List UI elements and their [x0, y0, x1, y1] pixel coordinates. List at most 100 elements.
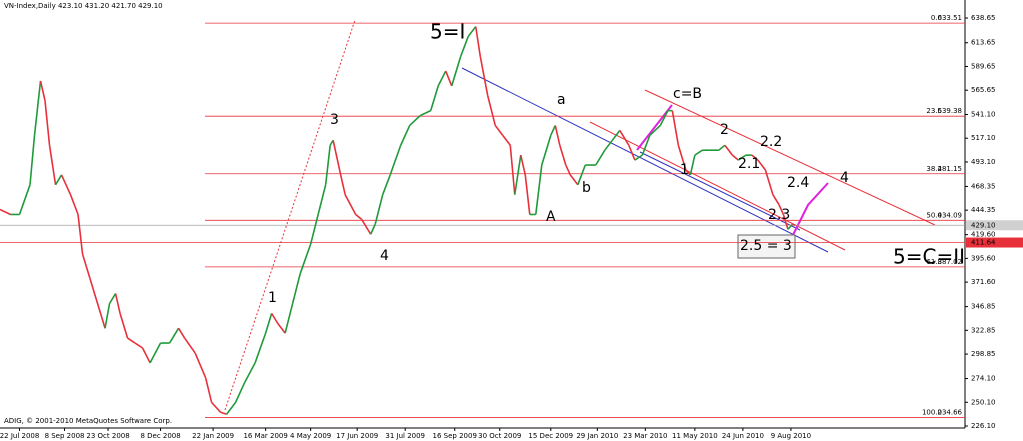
price-segment	[671, 110, 680, 146]
price-segment	[399, 125, 411, 146]
price-segment	[291, 273, 301, 304]
price-segment	[694, 149, 703, 156]
price-segment	[204, 377, 213, 403]
price-segment	[381, 174, 391, 195]
wave-label: 2.3	[768, 207, 790, 223]
price-segment	[444, 70, 453, 87]
wave-label: A	[546, 209, 556, 225]
price-segment	[541, 135, 552, 166]
price-segment	[108, 293, 117, 304]
chart-title: VN-Index,Daily 423.10 431.20 421.70 429.…	[4, 2, 163, 10]
x-tick-label: 22 Jan 2009	[192, 432, 234, 440]
price-segment	[502, 134, 511, 146]
wave-label: 1	[268, 290, 277, 306]
x-tick-label: 8 Dec 2008	[140, 432, 180, 440]
wave-label: 4	[380, 248, 389, 264]
y-tick-label: 565.65	[971, 86, 996, 94]
wave-label: 4	[840, 170, 849, 186]
y-tick-label: 444.35	[971, 206, 996, 214]
fib-level: 61.8	[926, 258, 942, 266]
y-tick-label: 250.10	[971, 398, 996, 406]
price-segment	[254, 332, 267, 364]
x-tick-label: 22 Jul 2008	[0, 432, 39, 440]
price-segment	[134, 342, 144, 349]
drawing-tools	[224, 19, 936, 411]
copyright: ADIG, © 2001-2010 MetaQuotes Software Co…	[4, 417, 172, 425]
wave-label: c=B	[673, 86, 702, 102]
y-tick-label: 322.85	[971, 326, 996, 334]
y-tick-label: 226.10	[971, 422, 996, 430]
fib-level: 23.6	[926, 107, 942, 115]
price-segment	[751, 154, 759, 161]
price-tag	[966, 237, 1023, 248]
x-tick-label: 31 Jul 2009	[385, 432, 425, 440]
price-segment	[225, 401, 237, 415]
price-segment	[519, 154, 527, 176]
price-segment	[69, 194, 79, 215]
price-segment	[149, 342, 162, 364]
fib-level: 38.2	[926, 165, 942, 173]
price-segment	[81, 253, 91, 279]
wave-label: 5=C=II	[893, 245, 965, 269]
price-segment	[450, 55, 462, 87]
price-segment	[374, 194, 384, 225]
x-tick-label: 17 Jun 2009	[336, 432, 378, 440]
x-tick-label: 15 Dec 2009	[528, 432, 573, 440]
price-segment	[565, 164, 572, 176]
price-segment	[509, 145, 516, 195]
channel-line	[639, 151, 801, 231]
price-segment	[119, 313, 129, 339]
price-segment	[183, 337, 196, 354]
fib-price: 434.09	[938, 211, 963, 219]
fib-price: 234.66	[938, 409, 963, 417]
price-segment	[554, 125, 561, 146]
price-segment	[513, 155, 522, 195]
price-segment	[60, 174, 72, 196]
price-segment	[243, 362, 256, 383]
price-tag	[966, 220, 1023, 231]
price-segment	[339, 174, 346, 195]
price-segment	[649, 124, 661, 136]
x-tick-label: 16 Mar 2009	[243, 432, 287, 440]
x-tick-label: 8 Sep 2008	[45, 432, 85, 440]
y-tick-label: 298.85	[971, 350, 996, 358]
fib-level: 50.0	[926, 211, 942, 219]
y-tick-label: 395.60	[971, 254, 996, 262]
price-segment	[677, 145, 687, 171]
price-segment	[309, 214, 319, 245]
y-tick-label: 613.65	[971, 39, 996, 47]
price-segment	[48, 145, 57, 185]
y-tick-label: 371.60	[971, 278, 996, 286]
price-segment	[355, 213, 363, 221]
price-segment	[177, 327, 186, 339]
wave-label: 2.4	[787, 175, 809, 191]
y-tick-label: 638.65	[971, 14, 996, 22]
fib-level: 0.0	[931, 14, 942, 22]
y-tick-label: 274.10	[971, 375, 996, 383]
wave-label: 5=I	[430, 20, 465, 44]
price-segment	[409, 114, 421, 127]
channel-line	[644, 89, 936, 226]
price-segment	[604, 139, 613, 151]
price-segment	[168, 327, 180, 344]
wave-label: 2.1	[738, 156, 760, 172]
price-segment	[724, 144, 734, 156]
price-segment	[264, 313, 273, 334]
price-segment	[369, 224, 376, 235]
price-segment	[634, 154, 643, 161]
price-segment	[524, 174, 531, 215]
price-segment	[595, 149, 606, 166]
x-tick-label: 30 Oct 2009	[478, 432, 521, 440]
price-segment	[44, 100, 51, 146]
price-segment	[89, 278, 102, 314]
wave-label: 2.2	[760, 134, 782, 150]
price-segment	[299, 243, 312, 275]
x-tick-label: 4 May 2009	[290, 432, 331, 440]
wave-label: 3	[330, 112, 339, 128]
channel-line	[589, 121, 846, 251]
x-tick-label: 23 Oct 2008	[86, 432, 129, 440]
price-segment	[611, 129, 621, 141]
price-segment	[569, 174, 579, 186]
price-segment	[270, 312, 279, 324]
